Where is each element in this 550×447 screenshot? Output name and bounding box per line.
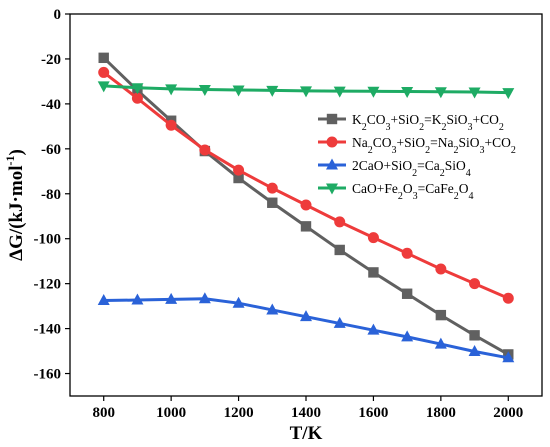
data-point — [131, 293, 144, 305]
data-point — [333, 86, 346, 98]
data-point — [232, 296, 245, 308]
data-point — [97, 294, 110, 305]
y-tick-label: -40 — [41, 97, 61, 113]
series-layer — [97, 52, 515, 363]
legend-item-3: 2CaO+SiO2=Ca2SiO4 — [318, 158, 471, 179]
axes: 800 1000 1200 1400 1600 1800 2000 0 -20 -40 -60 -80… — [34, 7, 524, 421]
y-axis-title-sup: -1 — [3, 156, 17, 166]
y-tick-label: -80 — [41, 187, 61, 203]
data-point — [502, 292, 514, 304]
data-point — [434, 87, 447, 99]
data-point — [502, 351, 515, 363]
data-point — [502, 88, 515, 100]
y-tick-label: -120 — [34, 277, 62, 293]
y-tick-label: -140 — [34, 322, 62, 338]
data-point — [401, 288, 413, 299]
data-point — [368, 267, 379, 278]
data-point — [300, 221, 312, 232]
series-4 — [97, 81, 515, 100]
data-point — [98, 66, 110, 78]
data-point — [266, 182, 278, 194]
data-point — [334, 216, 346, 228]
data-point — [469, 278, 481, 290]
data-point — [198, 85, 211, 97]
series-3 — [97, 292, 515, 363]
y-axis-title: ΔG/(kJ·mol-1) — [3, 149, 27, 261]
data-point — [267, 197, 278, 208]
data-point — [165, 84, 178, 96]
data-point — [401, 247, 413, 259]
legend-item-1: K2CO3+SiO2=K2SiO3+CO2 — [318, 112, 504, 133]
legend-item-2: Na2CO3+SiO2=Na2SiO3+CO2 — [318, 135, 516, 156]
legend: K2CO3+SiO2=K2SiO3+CO2Na2CO3+SiO2=Na2SiO3… — [318, 112, 516, 202]
legend-swatch-marker — [326, 183, 338, 195]
legend-swatch-marker — [326, 158, 338, 170]
series-2 — [98, 66, 514, 304]
y-tick-label: 0 — [54, 7, 62, 23]
x-tick-label: 1200 — [224, 405, 254, 421]
y-tick-label: -100 — [34, 232, 62, 248]
data-point — [233, 172, 244, 184]
x-tick-label: 1000 — [156, 405, 186, 421]
data-point — [97, 81, 110, 93]
data-point — [468, 87, 481, 99]
series-line — [103, 297, 509, 360]
legend-swatch-marker — [326, 113, 338, 125]
data-point — [300, 86, 312, 98]
data-point — [98, 52, 109, 64]
data-point — [233, 164, 245, 176]
data-point — [367, 86, 380, 98]
data-point — [401, 87, 414, 99]
legend-label: Na2CO3+SiO2=Na2SiO3+CO2 — [352, 135, 516, 156]
data-point — [198, 292, 211, 304]
data-point — [266, 303, 279, 315]
x-tick-label: 1400 — [291, 405, 321, 421]
x-tick-label: 1600 — [358, 405, 388, 421]
legend-item-4: CaO+Fe2O3=CaFe2O4 — [318, 181, 473, 202]
y-tick-label: -160 — [34, 367, 62, 383]
x-tick-label: 800 — [92, 405, 115, 421]
x-tick-label: 1800 — [426, 405, 456, 421]
x-axis-title: T/K — [290, 423, 323, 444]
data-point — [435, 309, 447, 321]
data-point — [266, 85, 279, 97]
data-point — [367, 323, 380, 335]
legend-label: K2CO3+SiO2=K2SiO3+CO2 — [352, 112, 504, 133]
data-point — [199, 144, 211, 156]
x-tick-label: 2000 — [493, 405, 523, 421]
data-point — [333, 316, 346, 328]
data-point — [401, 330, 414, 342]
data-point — [334, 244, 345, 256]
y-tick-label: -20 — [41, 52, 61, 68]
data-point — [165, 292, 178, 304]
legend-label: 2CaO+SiO2=Ca2SiO4 — [352, 158, 471, 179]
data-point — [434, 337, 447, 349]
y-axis-title-main: ΔG/(kJ·mol — [6, 166, 27, 261]
data-point — [435, 263, 447, 275]
data-point — [232, 85, 245, 97]
y-tick-label: -60 — [41, 142, 61, 158]
data-point — [165, 119, 177, 131]
data-point — [300, 199, 312, 211]
data-point — [131, 83, 144, 95]
y-axis-title-close: ) — [6, 149, 27, 155]
legend-swatch-marker — [326, 136, 338, 148]
data-point — [131, 92, 143, 104]
data-point — [367, 232, 379, 244]
data-point — [468, 345, 481, 357]
data-point — [300, 310, 312, 322]
legend-label: CaO+Fe2O3=CaFe2O4 — [352, 181, 473, 202]
data-point — [469, 330, 480, 341]
